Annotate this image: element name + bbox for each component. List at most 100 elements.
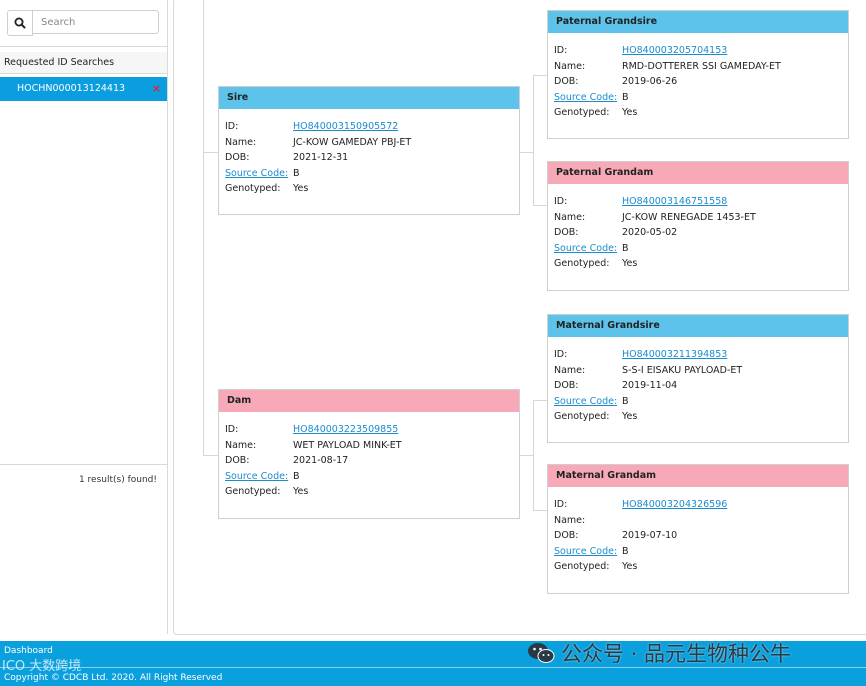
genotyped-value: Yes [622,258,638,269]
animal-name: RMD-DOTTERER SSI GAMEDAY-ET [622,60,781,72]
dob-label: DOB: [554,530,579,541]
search-bar [0,0,167,47]
search-button[interactable] [7,10,33,36]
watermark-left: ICO 大数跨境 [2,659,82,674]
animal-dob: 2019-07-10 [622,530,678,541]
genotyped-label: Genotyped: [554,258,610,269]
genotyped-value: Yes [622,561,638,572]
genotyped-value: Yes [622,411,638,422]
genotyped-value: Yes [622,107,638,118]
dob-label: DOB: [225,152,250,163]
genotyped-label: Genotyped: [554,411,610,422]
watermark-text: 公众号 · 品元生物种公牛 [561,642,792,666]
dob-label: DOB: [554,227,579,238]
sire-card: Sire ID: HO840003150905572 Name: JC-KOW GA… [218,86,520,215]
connector-line [203,455,218,456]
dam-card: Dam ID: HO840003223509855 Name: WET PAYLOA… [218,389,520,519]
dob-label: DOB: [225,455,250,466]
connector-line [533,400,534,510]
search-result-item[interactable]: HOCHN000013124413 × [0,77,167,101]
genotyped-value: Yes [293,486,309,497]
name-label: Name: [554,60,586,72]
source-code-link[interactable]: Source Code: [554,242,618,254]
name-label: Name: [554,514,586,526]
card-title: Sire [219,87,519,109]
animal-dob: 2019-06-26 [622,76,678,87]
name-label: Name: [225,439,257,451]
animal-name: WET PAYLOAD MINK-ET [293,439,402,451]
pedigree-panel [173,0,866,635]
connector-line [533,75,547,76]
genotyped-label: Genotyped: [225,183,281,194]
genotyped-value: Yes [293,183,309,194]
wechat-icon [528,643,555,663]
source-code-link[interactable]: Source Code: [225,470,289,482]
animal-name: JC-KOW RENEGADE 1453-ET [622,211,756,223]
name-label: Name: [554,211,586,223]
maternal-grandam-card: Maternal Grandam ID: HO840003204326596 Na… [547,464,849,594]
id-label: ID: [225,121,239,132]
connector-line [519,152,533,153]
paternal-grandsire-card: Paternal Grandsire ID: HO840003205704153 … [547,10,849,139]
source-code-value: B [622,545,629,557]
maternal-grandsire-card: Maternal Grandsire ID: HO840003211394853 … [547,314,849,443]
source-code-link[interactable]: Source Code: [554,545,618,557]
source-code-value: B [293,167,300,179]
requested-searches-header: Requested ID Searches [0,52,167,74]
dob-label: DOB: [554,76,579,87]
animal-dob: 2021-12-31 [293,152,349,163]
search-input[interactable] [32,10,159,34]
connector-line [533,510,547,511]
animal-name: S-S-I EISAKU PAYLOAD-ET [622,364,743,376]
left-panel: Requested ID Searches HOCHN000013124413 … [0,0,168,634]
dob-label: DOB: [554,380,579,391]
genotyped-label: Genotyped: [225,486,281,497]
source-code-value: B [293,470,300,482]
source-code-link[interactable]: Source Code: [554,395,618,407]
id-label: ID: [554,349,568,360]
footer: Dashboard Copyright © CDCB Ltd. 2020. Al… [0,641,866,686]
paternal-grandam-card: Paternal Grandam ID: HO840003146751558 Na… [547,161,849,291]
result-count: 1 result(s) found! [78,475,157,485]
connector-line [203,152,218,153]
search-icon [14,17,26,29]
card-title: Paternal Grandam [548,162,848,184]
animal-dob: 2019-11-04 [622,380,678,391]
connector-line [519,455,533,456]
card-title: Paternal Grandsire [548,11,848,33]
animal-id-link[interactable]: HO840003211394853 [622,349,728,360]
card-title: Dam [219,390,519,412]
source-code-value: B [622,395,629,407]
footer-divider [0,667,866,668]
source-code-link[interactable]: Source Code: [554,91,618,103]
source-code-link[interactable]: Source Code: [225,167,289,179]
animal-id-link[interactable]: HO840003204326596 [622,499,728,510]
genotyped-label: Genotyped: [554,107,610,118]
id-label: ID: [225,424,239,435]
animal-id-link[interactable]: HO840003146751558 [622,196,728,207]
card-title: Maternal Grandam [548,465,848,487]
source-code-value: B [622,242,629,254]
id-label: ID: [554,45,568,56]
connector-line [533,205,547,206]
genotyped-label: Genotyped: [554,561,610,572]
watermark-right: 公众号 · 品元生物种公牛 [527,638,791,668]
footer-copyright: Copyright © CDCB Ltd. 2020. All Right Re… [4,673,223,683]
animal-name: JC-KOW GAMEDAY PBJ-ET [293,136,412,148]
id-label: ID: [554,196,568,207]
animal-dob: 2021-08-17 [293,455,349,466]
connector-line [533,75,534,205]
animal-id-link[interactable]: HO840003223509855 [293,424,399,435]
search-result-id: HOCHN000013124413 [17,83,126,94]
id-label: ID: [554,499,568,510]
animal-id-link[interactable]: HO840003150905572 [293,121,399,132]
source-code-value: B [622,91,629,103]
card-title: Maternal Grandsire [548,315,848,337]
footer-dashboard-link[interactable]: Dashboard [4,646,53,656]
connector-line [203,0,204,455]
animal-dob: 2020-05-02 [622,227,678,238]
remove-icon[interactable]: × [151,82,161,95]
animal-id-link[interactable]: HO840003205704153 [622,45,728,56]
connector-line [533,400,547,401]
name-label: Name: [554,364,586,376]
